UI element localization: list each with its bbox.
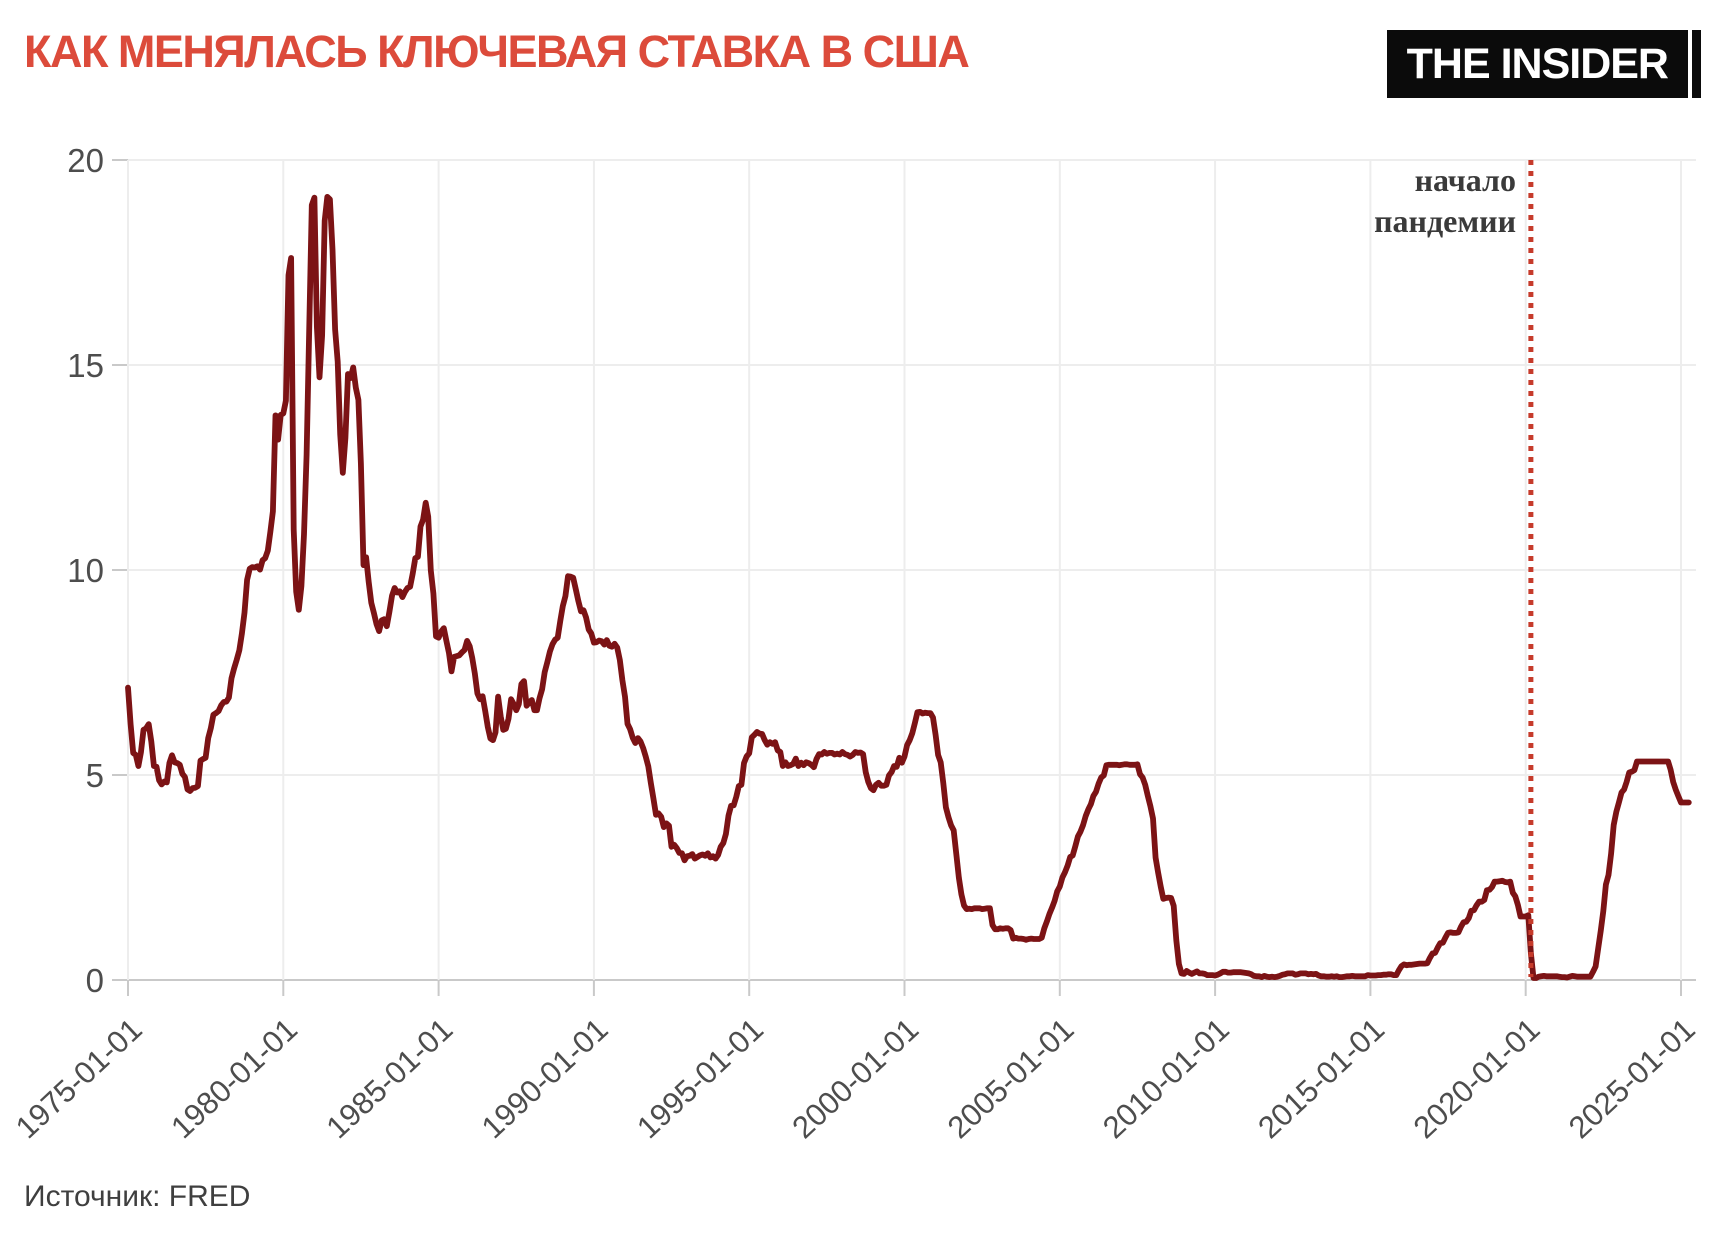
x-tick-label: 1980-01-01 (164, 1012, 304, 1146)
x-tick-label: 2020-01-01 (1407, 1012, 1547, 1146)
rate-line (125, 194, 1692, 981)
pandemic-annotation-line2: пандемии (1374, 203, 1516, 239)
logo-text: THE INSIDER (1386, 30, 1688, 98)
x-tick-label: 1995-01-01 (630, 1012, 770, 1146)
y-tick-label: 15 (67, 347, 104, 384)
y-tick-label: 5 (86, 757, 104, 794)
y-tick-label: 10 (67, 552, 104, 589)
x-tick-label: 1990-01-01 (475, 1012, 615, 1146)
x-tick-label: 1985-01-01 (320, 1012, 460, 1146)
x-tick-label: 2010-01-01 (1096, 1012, 1236, 1146)
logo-bar-icon (1692, 30, 1701, 98)
y-tick-label: 20 (67, 142, 104, 179)
y-tick-label: 0 (86, 962, 104, 999)
x-tick-label: 2005-01-01 (941, 1012, 1081, 1146)
the-insider-logo: THE INSIDER (1386, 30, 1701, 98)
source-label: Источник: FRED (24, 1180, 251, 1213)
pandemic-annotation-line1: начало (1414, 162, 1516, 198)
pandemic-annotation: начало пандемии (1374, 160, 1516, 242)
x-tick-label: 2015-01-01 (1251, 1012, 1391, 1146)
x-tick-label: 2000-01-01 (785, 1012, 925, 1146)
page-title: КАК МЕНЯЛАСЬ КЛЮЧЕВАЯ СТАВКА В США (24, 26, 970, 77)
x-tick-label: 2025-01-01 (1562, 1012, 1702, 1146)
x-tick-label: 1975-01-01 (9, 1012, 149, 1146)
